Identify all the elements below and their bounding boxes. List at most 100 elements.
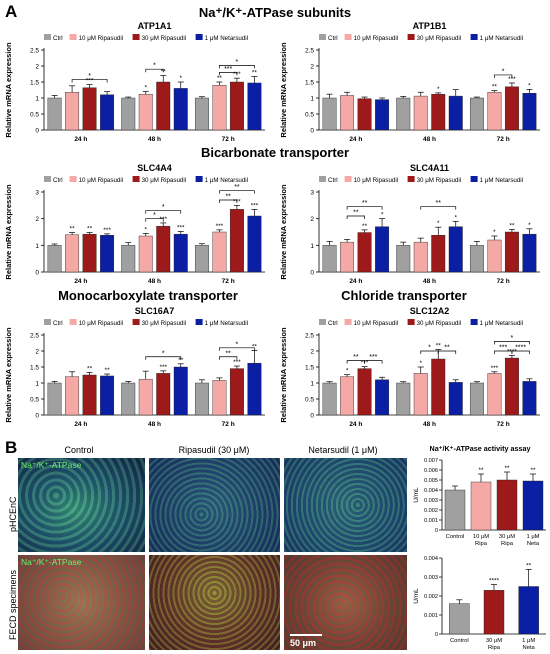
comparison-bracket [346, 206, 383, 210]
comparison-bracket [145, 356, 182, 360]
bracket-label: * [236, 341, 239, 348]
bracket-label: * [162, 350, 165, 357]
bar [138, 378, 153, 416]
micro-col-control: Control [64, 445, 94, 455]
bar [469, 97, 484, 131]
bar [431, 93, 446, 131]
y-tick-label: 0.005 [424, 478, 438, 484]
header-na-k: Na⁺/K⁺-ATPase subunits [198, 5, 352, 20]
bar [496, 479, 518, 531]
bar [156, 373, 171, 416]
y-axis-label: Relative mRNA expression [279, 327, 288, 423]
bar [444, 489, 466, 531]
y-tick-label: 3 [35, 190, 39, 197]
bar [65, 92, 80, 131]
bar [121, 382, 136, 416]
chart-activity-fecd: 0 0.001 0.002 0.003 0.004 U/mL Control **** 30 μ… [413, 556, 546, 651]
y-tick-label: 0 [35, 413, 39, 420]
y-tick-label: 0 [310, 413, 314, 420]
y-tick-label: 0.002 [424, 594, 438, 600]
bracket-label: ** [225, 350, 231, 357]
significance-mark: *** [103, 227, 111, 234]
y-tick-label: 1 [310, 96, 314, 103]
y-tick-label: 1 [310, 243, 314, 250]
bar [413, 95, 428, 131]
significance-mark: * [493, 229, 496, 236]
bracket-label: ** [225, 194, 231, 201]
significance-mark: * [528, 82, 531, 89]
comparison-bracket [145, 218, 164, 222]
legend-label: 10 μM Ripasudil [79, 35, 124, 42]
y-tick-label: 0.007 [424, 458, 438, 464]
significance-mark: *** [159, 364, 167, 371]
bar [156, 225, 171, 273]
bar [504, 231, 519, 273]
bar [357, 368, 372, 416]
legend-label: 1 μM Netarsudil [480, 320, 523, 327]
comparison-bracket [494, 341, 530, 345]
bar [121, 97, 136, 131]
legend-label: 10 μM Ripasudil [354, 177, 399, 184]
bar [100, 94, 115, 131]
x-tick-label: 48 h [148, 278, 161, 285]
x-tick-label: 48 h [423, 278, 436, 285]
bar [173, 366, 188, 416]
legend-label: Ctrl [328, 177, 338, 184]
y-axis-label: Relative mRNA expression [4, 184, 13, 280]
legend-swatch [344, 34, 352, 40]
bar [504, 86, 519, 131]
bar [247, 82, 262, 131]
y-tick-label: 0.003 [424, 498, 438, 504]
significance-mark: ** [87, 226, 93, 233]
bar [396, 245, 411, 273]
y-tick-label: 2 [310, 216, 314, 223]
bracket-label: ** [353, 210, 359, 217]
legend-swatch [470, 176, 478, 182]
bar [82, 233, 97, 273]
legend-label: 10 μM Ripasudil [354, 35, 399, 42]
significance-mark: *** [86, 78, 94, 85]
bracket-label: * [236, 59, 239, 66]
y-axis-label: Relative mRNA expression [4, 42, 13, 138]
y-tick-label: 1.5 [305, 80, 314, 87]
chart-slc16a7: SLC16A7 Ctrl 10 μM Ripasudil 30 μM Ripasudi… [4, 306, 265, 428]
comparison-bracket [511, 350, 530, 354]
significance-mark: * [419, 360, 422, 367]
header-monocarboxylate: Monocarboxylate transporter [58, 288, 238, 303]
bar [322, 97, 337, 131]
y-tick-label: 0 [435, 528, 438, 534]
bracket-label: *** [499, 345, 507, 352]
micro-fecd-ripasudil [149, 555, 280, 650]
chart-atp1b1: ATP1B1 Ctrl 10 μM Ripasudil 30 μM Ripasudil… [279, 21, 540, 143]
y-axis-label: Relative mRNA expression [279, 42, 288, 138]
significance-mark: *** [216, 223, 224, 230]
bar [340, 95, 355, 131]
legend-swatch [195, 176, 203, 182]
bar [396, 97, 411, 131]
significance-mark: ** [178, 357, 184, 364]
bracket-label: *** [369, 354, 377, 361]
legend-label: Ctrl [53, 35, 63, 42]
significance-mark: * [437, 86, 440, 93]
significance-mark: *** [177, 224, 185, 231]
y-tick-label: 1.5 [30, 365, 39, 372]
y-axis-label: Relative mRNA expression [279, 184, 288, 280]
bracket-label: * [88, 73, 91, 80]
bar [522, 480, 544, 531]
micro-col-ripasudil: Ripasudil (30 μM) [178, 445, 250, 455]
x-tick-label: 10 μM [473, 534, 489, 540]
legend-swatch [44, 176, 51, 182]
legend-swatch [195, 319, 203, 325]
legend-swatch [470, 34, 478, 40]
legend-label: 30 μM Ripasudil [142, 177, 187, 184]
x-tick-label: Neta [523, 645, 536, 651]
chart-title: SLC16A7 [135, 306, 175, 316]
micro-phcenc-ripasudil [149, 458, 280, 552]
legend-label: 1 μM Netarsudil [480, 35, 523, 42]
y-tick-label: 2.5 [30, 48, 39, 55]
y-tick-label: 0.5 [305, 112, 314, 119]
x-tick-label: 72 h [222, 421, 235, 428]
y-tick-label: 0.001 [424, 518, 438, 524]
x-tick-label: 30 μM [486, 638, 502, 644]
bar [65, 234, 80, 273]
